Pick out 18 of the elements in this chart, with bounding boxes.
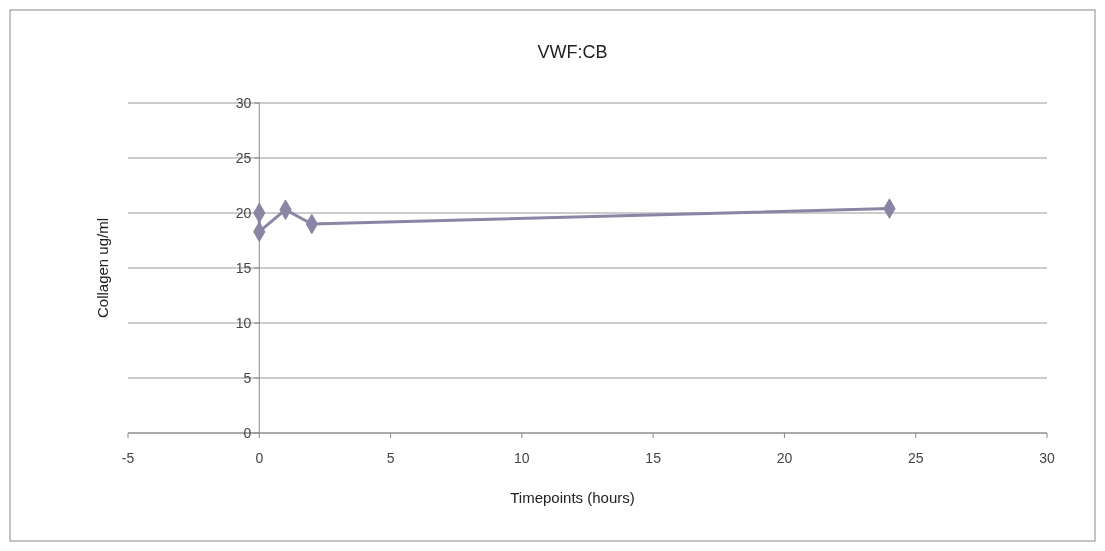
x-tick-label: 15: [645, 450, 662, 466]
x-axis-title: Timepoints (hours): [510, 489, 635, 506]
y-tick-label: 30: [235, 94, 252, 111]
x-tick-label: -5: [121, 450, 135, 466]
y-tick-label: 10: [235, 314, 252, 331]
y-tick-label: 5: [243, 369, 252, 386]
x-tick-label: 0: [255, 450, 264, 466]
y-tick-label: 20: [235, 204, 252, 221]
x-tick-label: 30: [1039, 450, 1055, 466]
y-tick-label: 25: [235, 149, 252, 166]
y-tick-label: 0: [243, 424, 252, 441]
chart-title: VWF:CB: [537, 42, 608, 62]
x-tick-label: 20: [776, 450, 793, 466]
x-tick-label: 10: [514, 450, 530, 466]
y-tick-label: 15: [235, 259, 252, 276]
x-tick-label: 25: [907, 450, 924, 466]
x-tick-label: 5: [386, 450, 395, 466]
y-axis-title: Collagen ug/ml: [94, 217, 111, 319]
